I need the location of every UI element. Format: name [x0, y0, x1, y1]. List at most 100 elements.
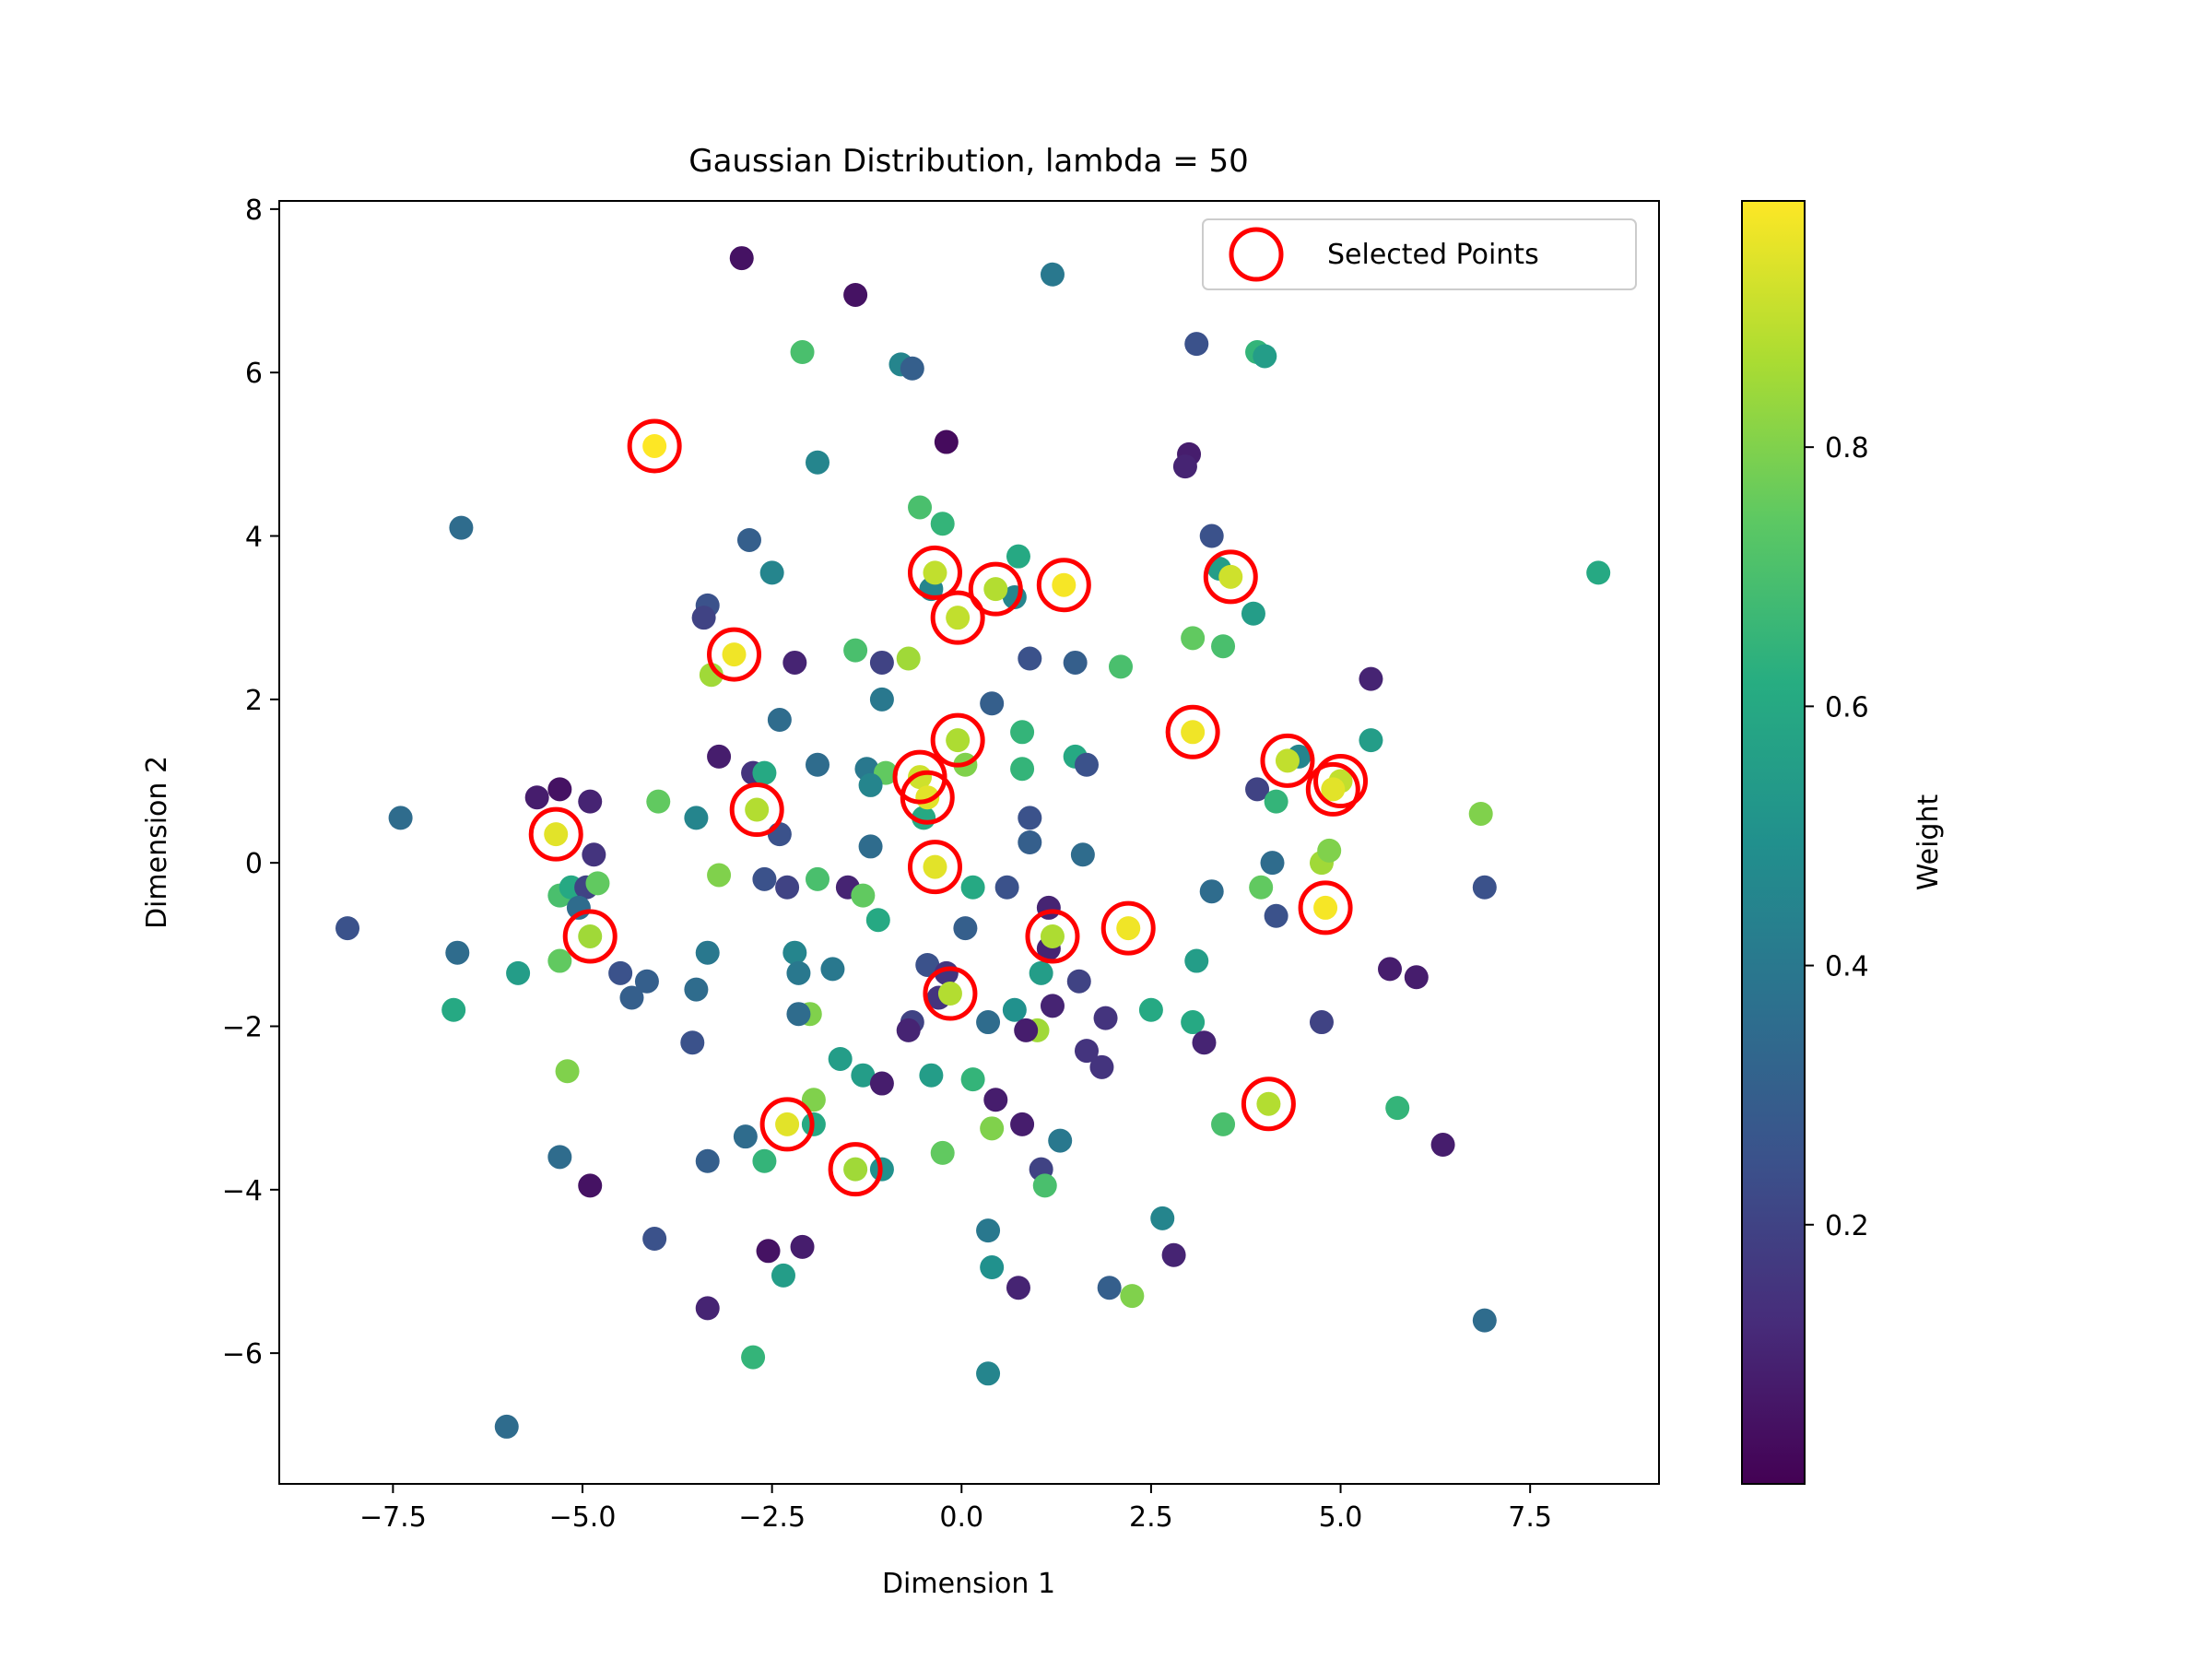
data-point: [555, 1059, 580, 1084]
data-point: [1018, 830, 1042, 854]
colorbar-tick-label: 0.4: [1825, 951, 1869, 983]
data-point: [695, 1296, 720, 1321]
data-point: [634, 969, 659, 994]
legend: Selected Points: [1202, 218, 1637, 290]
data-point: [869, 687, 894, 712]
data-point: [619, 985, 644, 1010]
data-point: [1074, 752, 1099, 777]
selected-data-point: [946, 606, 971, 630]
data-point: [896, 1018, 921, 1042]
x-tick-label: −5.0: [549, 1501, 617, 1534]
data-point: [980, 691, 1005, 716]
legend-label: Selected Points: [1327, 239, 1539, 271]
data-point: [1241, 601, 1265, 626]
data-point: [1385, 1096, 1410, 1121]
data-point: [1014, 1018, 1039, 1042]
data-point: [1010, 720, 1035, 745]
data-point: [585, 871, 610, 896]
data-point: [578, 1173, 603, 1198]
data-point: [865, 908, 890, 933]
data-point: [1150, 1206, 1175, 1230]
selected-point-ring: [1036, 558, 1091, 613]
selected-data-point: [642, 433, 667, 458]
data-point: [1040, 262, 1065, 287]
data-point: [782, 940, 807, 965]
selected-data-point: [1275, 748, 1300, 773]
data-point: [445, 940, 470, 965]
data-point: [1010, 1112, 1035, 1136]
selected-data-point: [1181, 720, 1206, 745]
colorbar-tick-label: 0.8: [1825, 432, 1869, 465]
selected-point-ring: [968, 561, 1023, 617]
data-point: [752, 760, 777, 785]
selected-data-point: [578, 924, 603, 948]
data-point: [752, 866, 777, 891]
data-point: [1032, 1173, 1057, 1198]
data-point: [1359, 728, 1383, 753]
data-point: [786, 960, 811, 985]
selected-point-ring: [1298, 880, 1353, 935]
data-point: [1472, 1308, 1497, 1333]
data-point: [771, 1263, 795, 1288]
data-point: [1264, 789, 1288, 814]
data-point: [858, 772, 883, 797]
data-point: [1063, 650, 1088, 675]
data-point: [930, 512, 955, 536]
x-tick-label: 0.0: [939, 1501, 983, 1534]
x-tick-label: −2.5: [738, 1501, 806, 1534]
y-tick-label: −4: [222, 1175, 263, 1207]
data-point: [805, 866, 830, 891]
selected-point-ring: [1203, 549, 1258, 605]
data-point: [1586, 560, 1611, 585]
data-point: [1120, 1284, 1145, 1309]
selected-data-point: [1116, 916, 1141, 941]
data-point: [578, 789, 603, 814]
colorbar-label: Weight: [1912, 794, 1945, 891]
data-point: [1404, 965, 1429, 990]
data-point: [695, 940, 720, 965]
y-tick-label: 0: [245, 848, 263, 880]
selected-data-point: [722, 642, 747, 667]
selected-point-ring: [907, 545, 962, 600]
data-point: [805, 752, 830, 777]
data-point: [1181, 626, 1206, 651]
data-point: [1018, 806, 1042, 830]
selected-point-ring: [907, 840, 962, 895]
data-point: [869, 650, 894, 675]
data-point: [1006, 1276, 1030, 1300]
data-point: [1378, 957, 1403, 982]
data-point: [1468, 801, 1493, 826]
data-point: [736, 527, 761, 552]
data-point: [1040, 994, 1065, 1018]
data-point: [782, 650, 807, 675]
data-point: [1260, 851, 1285, 876]
selected-data-point: [923, 854, 947, 879]
data-point: [1253, 344, 1277, 369]
selected-data-point: [1256, 1091, 1281, 1116]
selected-point-ring: [1025, 909, 1080, 964]
data-point: [915, 952, 940, 977]
selected-data-point: [1321, 777, 1346, 802]
data-point: [1006, 544, 1030, 569]
selected-point-ring: [528, 806, 583, 862]
data-point: [547, 1145, 572, 1170]
selected-data-point: [843, 1157, 868, 1182]
data-point: [1093, 1006, 1118, 1030]
data-point: [828, 1046, 853, 1071]
selected-point-ring: [1100, 900, 1156, 956]
data-point: [582, 842, 606, 867]
data-point: [1317, 838, 1342, 863]
data-point: [756, 1239, 781, 1264]
selected-point-ring: [627, 418, 682, 474]
data-point: [858, 834, 883, 859]
data-point: [960, 1067, 985, 1092]
data-point: [934, 429, 959, 454]
y-axis: −6 −4 −2 0 2 4 6 8: [222, 194, 279, 1371]
selected-point-ring: [930, 712, 985, 768]
data-point: [976, 1218, 1001, 1243]
selected-point-ring: [900, 770, 955, 825]
data-point: [608, 960, 633, 985]
data-point: [547, 948, 572, 973]
colorbar-ticks: 0.2 0.4 0.6 0.8: [1805, 432, 1869, 1242]
